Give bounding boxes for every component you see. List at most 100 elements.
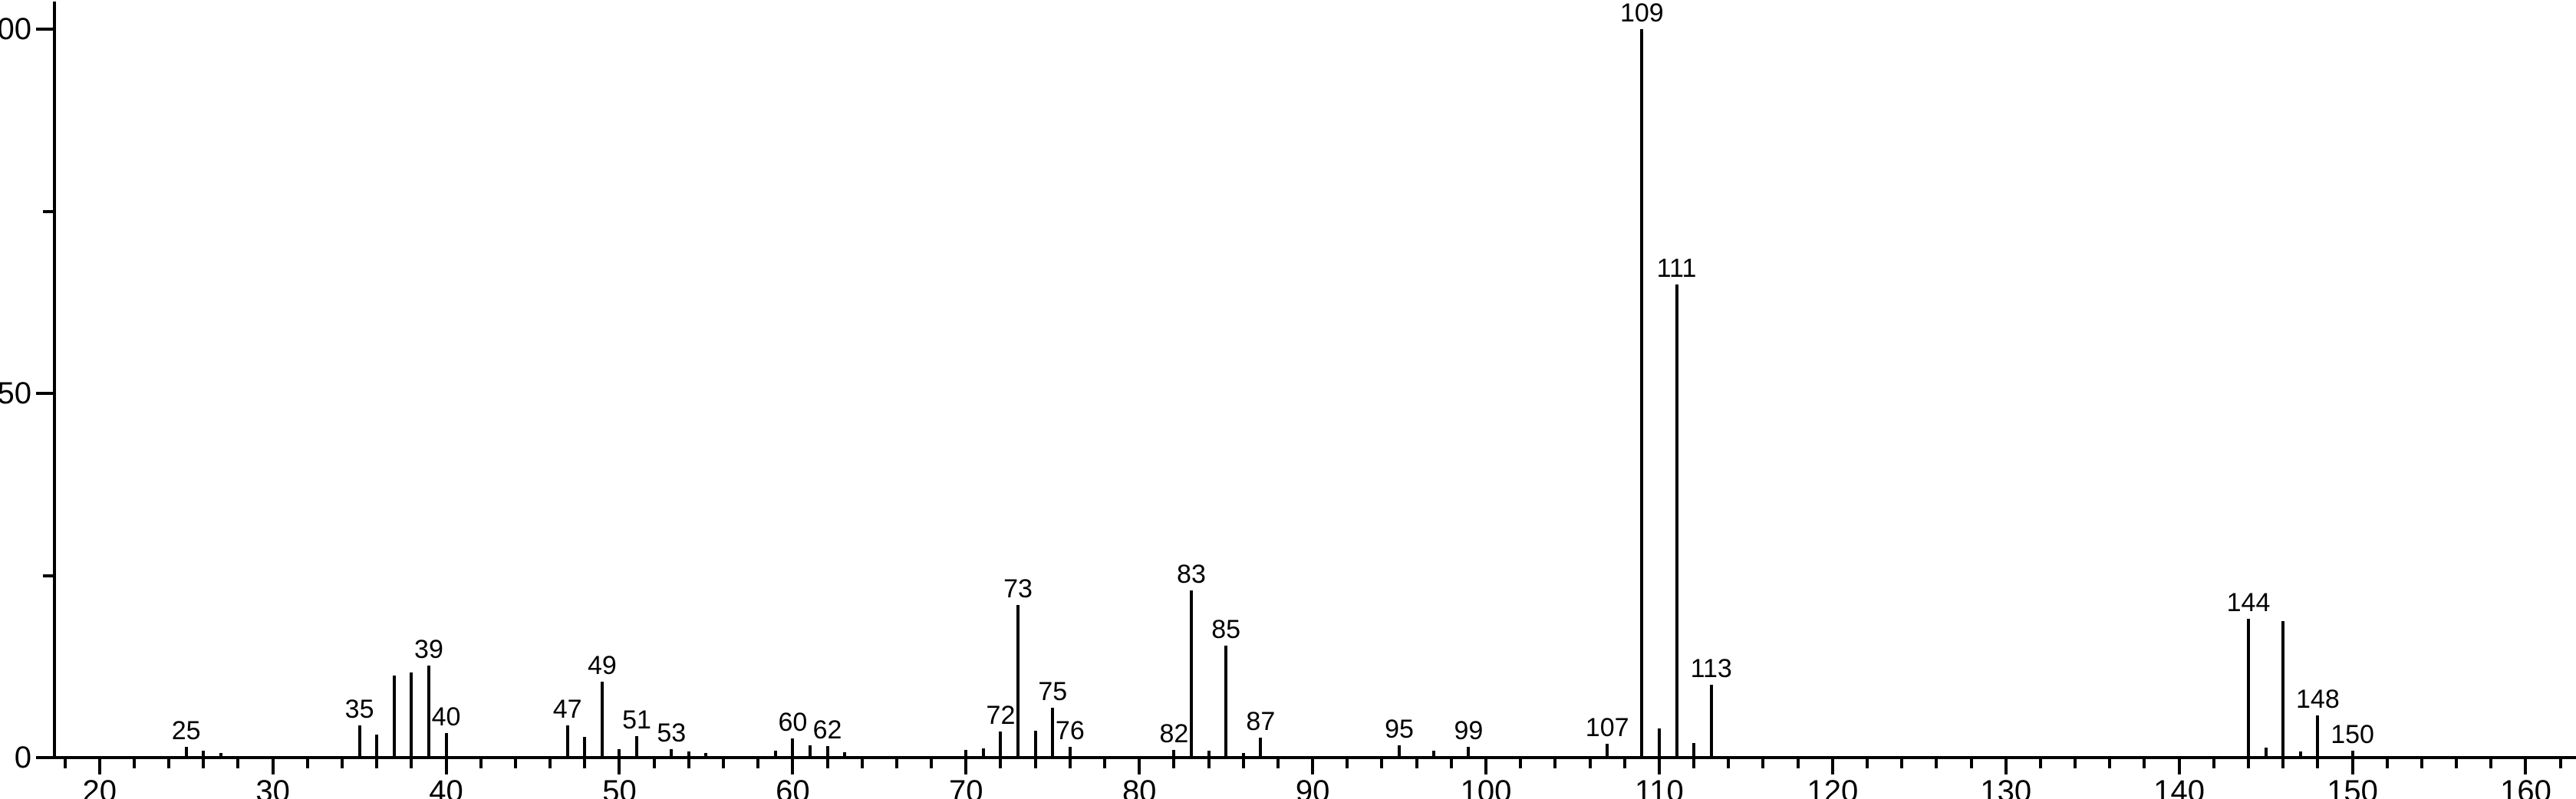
x-axis-minor-tick [756, 759, 760, 768]
peak-label: 39 [414, 635, 443, 665]
x-axis-minor-tick [236, 759, 240, 768]
x-axis-minor-tick [1241, 759, 1245, 768]
x-axis-minor-tick [548, 759, 552, 768]
peak-bar [1398, 745, 1402, 758]
peak-bar [1068, 746, 1072, 758]
x-axis-tick [2524, 759, 2528, 774]
peak-label: 49 [587, 651, 617, 681]
peak-bar [999, 731, 1003, 758]
peak-bar [1033, 730, 1037, 758]
x-axis-tick-label: 90 [1295, 774, 1330, 799]
peak-bar [2298, 751, 2302, 758]
x-axis-minor-tick [1727, 759, 1731, 768]
peak-label: 75 [1038, 677, 1068, 707]
y-axis-tick [36, 28, 53, 31]
x-axis-minor-tick [479, 759, 483, 768]
peak-label: 51 [622, 705, 651, 735]
x-axis-tick [271, 759, 275, 774]
x-axis-minor-tick [2212, 759, 2215, 768]
peak-bar [1692, 743, 1696, 758]
peak-bar [184, 746, 188, 758]
x-axis-minor-tick [652, 759, 656, 768]
peak-label: 107 [1585, 712, 1629, 742]
peak-bar [427, 666, 430, 758]
x-axis-minor-tick [305, 759, 309, 768]
peak-label: 62 [812, 715, 842, 745]
y-axis-line [53, 2, 56, 759]
peak-bar [2264, 747, 2268, 758]
y-axis-tick [36, 756, 53, 759]
x-axis-minor-tick [410, 759, 413, 768]
peak-label: 47 [552, 695, 582, 725]
peak-bar [773, 750, 777, 758]
peak-bar [687, 751, 690, 758]
x-axis-minor-tick [722, 759, 725, 768]
x-axis-minor-tick [1380, 759, 1384, 768]
x-axis-minor-tick [2038, 759, 2042, 768]
x-axis-minor-tick [1969, 759, 1973, 768]
y-axis-tick-label: 100 [0, 12, 31, 46]
peak-bar [444, 732, 448, 758]
peak-label: 72 [986, 700, 1016, 730]
peak-bar [808, 745, 812, 758]
x-axis-tick-label: 160 [2500, 774, 2551, 799]
peak-bar [1606, 743, 1609, 758]
x-axis-tick [618, 759, 621, 774]
x-axis-minor-tick [2143, 759, 2146, 768]
peak-bar [202, 750, 206, 758]
x-axis-tick-label: 130 [1980, 774, 2032, 799]
x-axis-minor-tick [1033, 759, 1037, 768]
peak-label: 53 [657, 718, 687, 748]
peak-bar [219, 753, 222, 758]
x-axis-tick [444, 759, 448, 774]
y-axis-minor-tick [43, 574, 53, 577]
peak-label: 87 [1246, 707, 1276, 737]
x-axis-minor-tick [1553, 759, 1557, 768]
peak-label: 76 [1055, 715, 1085, 745]
peak-bar [2350, 750, 2354, 758]
x-axis-minor-tick [1415, 759, 1418, 768]
x-axis-minor-tick [687, 759, 690, 768]
x-axis-minor-tick [202, 759, 206, 768]
peak-label: 40 [431, 702, 461, 732]
x-axis-tick-label: 80 [1122, 774, 1157, 799]
peak-bar [583, 737, 587, 758]
x-axis-minor-tick [1761, 759, 1765, 768]
x-axis-minor-tick [825, 759, 829, 768]
peak-bar [1241, 753, 1245, 758]
x-axis-minor-tick [1068, 759, 1072, 768]
peak-label: 25 [171, 715, 201, 745]
x-axis-minor-tick [1692, 759, 1696, 768]
x-axis-minor-tick [63, 759, 67, 768]
peak-label: 60 [778, 708, 808, 738]
x-axis-minor-tick [1346, 759, 1349, 768]
x-axis-minor-tick [375, 759, 379, 768]
peak-bar [375, 734, 379, 758]
peak-bar [618, 748, 621, 758]
x-axis-minor-tick [1172, 759, 1176, 768]
x-axis-minor-tick [1276, 759, 1280, 768]
x-axis-minor-tick [1449, 759, 1453, 768]
peak-bar [1640, 29, 1644, 758]
y-axis-tick-label: 0 [14, 741, 31, 774]
x-axis-tick [1830, 759, 1834, 774]
peak-bar [1657, 728, 1661, 758]
peak-bar [410, 672, 413, 758]
x-axis-minor-tick [2316, 759, 2320, 768]
x-axis-minor-tick [341, 759, 344, 768]
x-axis-minor-tick [894, 759, 898, 768]
peak-label: 83 [1177, 559, 1206, 589]
peak-bar [2281, 621, 2285, 758]
x-axis-line [53, 756, 2576, 759]
x-axis-minor-tick [930, 759, 934, 768]
y-axis-tick-label: 50 [0, 376, 31, 410]
peak-bar [600, 682, 604, 758]
x-axis-minor-tick [999, 759, 1003, 768]
x-axis-minor-tick [1900, 759, 1904, 768]
y-axis-tick [36, 392, 53, 395]
peak-label: 150 [2331, 719, 2374, 749]
x-axis-tick [2177, 759, 2181, 774]
peak-bar [1259, 738, 1263, 758]
peak-bar [565, 725, 569, 758]
x-axis-minor-tick [132, 759, 136, 768]
